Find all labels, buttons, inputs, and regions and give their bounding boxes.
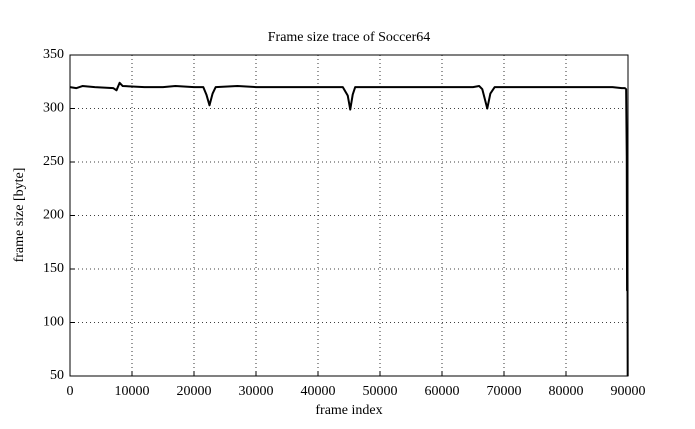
y-tick-label: 50: [50, 368, 64, 383]
y-tick-label: 100: [43, 315, 64, 330]
y-tick-label: 350: [43, 47, 64, 62]
data-line: [69, 81, 629, 377]
y-tick-label: 200: [43, 208, 64, 223]
x-tick-label: 80000: [549, 384, 584, 399]
x-axis-label: frame index: [315, 403, 382, 418]
x-tick-label: 20000: [177, 384, 212, 399]
y-axis-label: frame size [byte]: [12, 168, 27, 263]
x-tick-label: 60000: [425, 384, 460, 399]
chart-title: Frame size trace of Soccer64: [268, 30, 430, 45]
y-tick-label: 250: [43, 154, 64, 169]
y-tick-label: 300: [43, 101, 64, 116]
x-tick-label: 70000: [487, 384, 522, 399]
y-tick-label: 150: [43, 261, 64, 276]
x-tick-label: 40000: [301, 384, 336, 399]
x-tick-label: 90000: [611, 384, 646, 399]
x-tick-label: 0: [67, 384, 74, 399]
x-tick-label: 50000: [363, 384, 398, 399]
x-tick-label: 30000: [239, 384, 274, 399]
x-tick-label: 10000: [115, 384, 150, 399]
